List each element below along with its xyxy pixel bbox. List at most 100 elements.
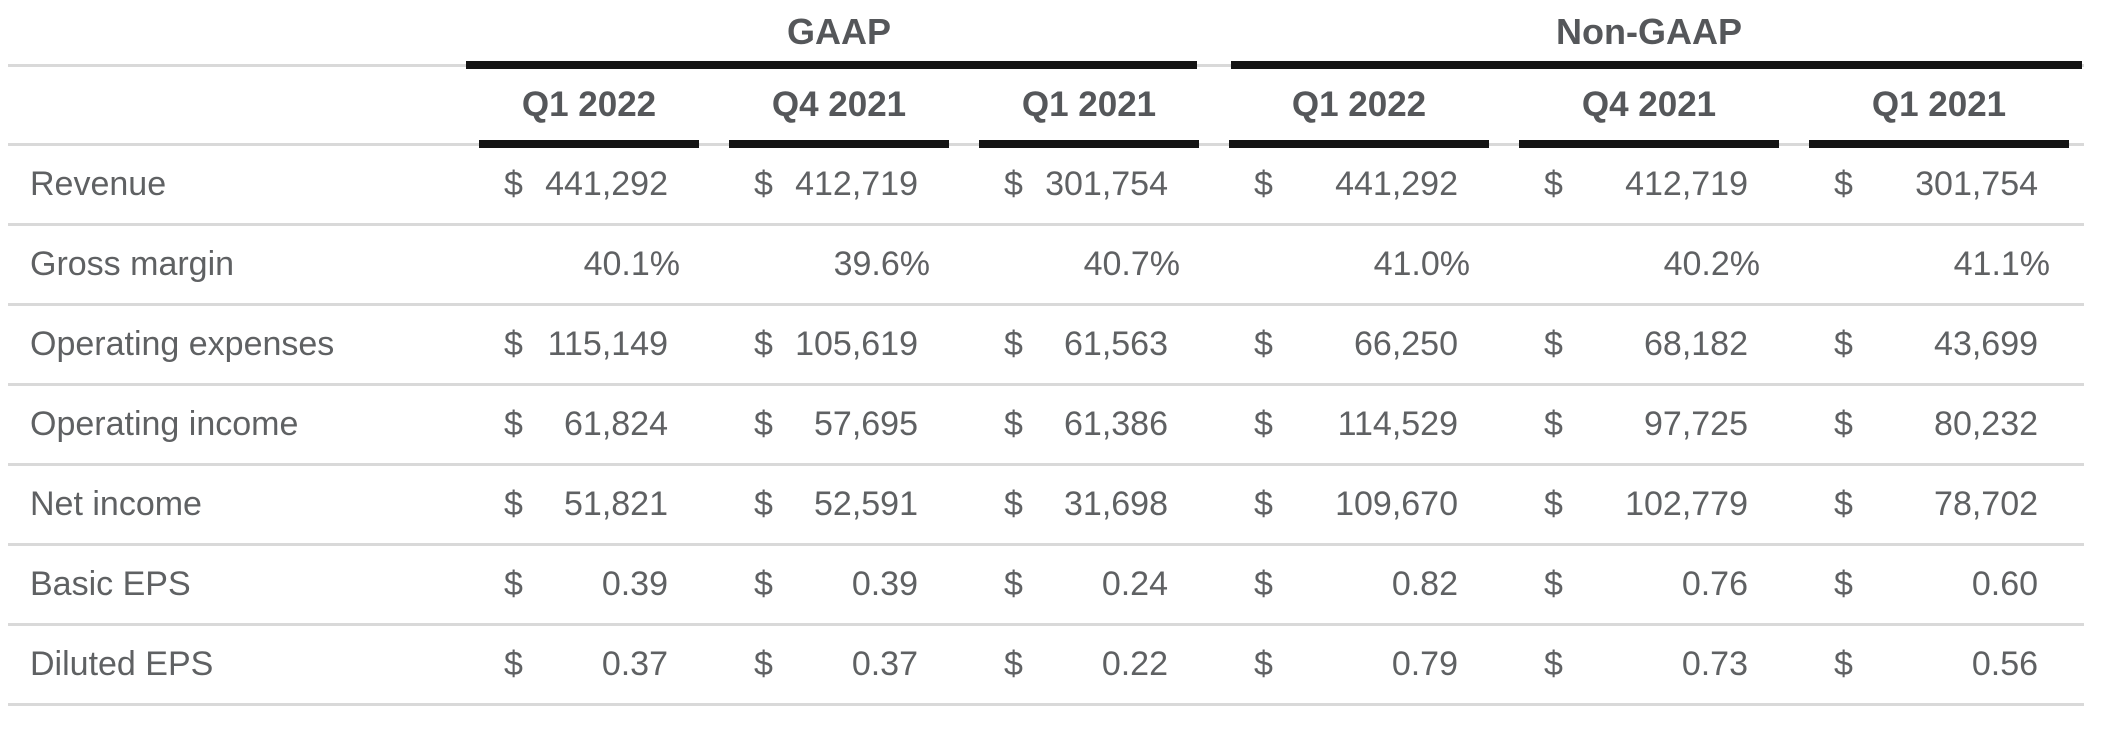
cell-value: $0.73 <box>1504 626 1794 706</box>
column-header-non-gaap-q1-2021: Q1 2021 <box>1794 67 2085 148</box>
currency-symbol: $ <box>1254 325 1273 363</box>
cell-value: $412,719 <box>1504 146 1794 226</box>
cell-value: $0.39 <box>714 546 964 626</box>
column-header-gaap-q4-2021: Q4 2021 <box>714 67 964 148</box>
cell-number: 0.82 <box>1391 565 1458 603</box>
table-row: Operating expenses $115,149 $105,619 $61,56… <box>8 306 2085 386</box>
table-row: Basic EPS $0.39 $0.39 $0.24 $0.82 $0.76 $0.60 <box>8 546 2085 626</box>
cell-number: 0.37 <box>851 645 918 683</box>
cell-number: 0.24 <box>1101 565 1168 603</box>
cell-number: 115,149 <box>547 325 668 363</box>
cell-number: 39.6% <box>833 245 930 283</box>
cell-number: 412,719 <box>795 165 918 203</box>
table-row: Diluted EPS $0.37 $0.37 $0.22 $0.79 $0.73 $0.5… <box>8 626 2085 706</box>
table-row: Revenue $441,292 $412,719 $301,754 $441,292 $… <box>8 146 2085 226</box>
row-label-header <box>8 67 464 146</box>
column-header-gaap-q1-2022: Q1 2022 <box>464 67 714 148</box>
cell-value: $0.56 <box>1794 626 2085 706</box>
cell-value: $61,824 <box>464 386 714 466</box>
group-header-row: GAAP Non-GAAP <box>8 0 2085 69</box>
cell-number: 0.56 <box>1971 645 2039 683</box>
row-label: Gross margin <box>8 226 464 306</box>
cell-value: 40.2% <box>1504 226 1794 306</box>
cell-number: 51,821 <box>564 485 668 523</box>
cell-number: 0.39 <box>851 565 918 603</box>
cell-value: $109,670 <box>1214 466 1504 546</box>
currency-symbol: $ <box>1254 565 1273 603</box>
cell-value: $57,695 <box>714 386 964 466</box>
cell-number: 41.0% <box>1373 245 1470 283</box>
cell-number: 57,695 <box>814 405 918 443</box>
cell-number: 40.7% <box>1083 245 1180 283</box>
cell-value: $97,725 <box>1504 386 1794 466</box>
cell-value: $0.37 <box>714 626 964 706</box>
currency-symbol: $ <box>1544 165 1563 203</box>
currency-symbol: $ <box>504 565 523 603</box>
cell-number: 61,386 <box>1064 405 1168 443</box>
cell-value: $31,698 <box>964 466 1214 546</box>
cell-value: 40.1% <box>464 226 714 306</box>
currency-symbol: $ <box>754 565 773 603</box>
currency-symbol: $ <box>1544 565 1563 603</box>
cell-value: $61,563 <box>964 306 1214 386</box>
cell-number: 78,702 <box>1934 485 2039 523</box>
currency-symbol: $ <box>1544 325 1563 363</box>
corner-cell <box>8 0 464 67</box>
column-header-non-gaap-q4-2021: Q4 2021 <box>1504 67 1794 148</box>
currency-symbol: $ <box>1834 485 1853 523</box>
cell-number: 61,563 <box>1064 325 1168 363</box>
currency-symbol: $ <box>1004 325 1023 363</box>
cell-number: 52,591 <box>814 485 918 523</box>
cell-number: 68,182 <box>1644 325 1748 363</box>
cell-value: $68,182 <box>1504 306 1794 386</box>
cell-number: 40.2% <box>1663 245 1760 283</box>
row-label: Net income <box>8 466 464 546</box>
row-label: Operating income <box>8 386 464 466</box>
currency-symbol: $ <box>1254 485 1273 523</box>
currency-symbol: $ <box>504 485 523 523</box>
currency-symbol: $ <box>504 165 523 203</box>
cell-number: 0.76 <box>1681 565 1748 603</box>
cell-number: 66,250 <box>1354 325 1458 363</box>
row-label: Revenue <box>8 146 464 226</box>
row-label: Diluted EPS <box>8 626 464 706</box>
currency-symbol: $ <box>1004 645 1023 683</box>
currency-symbol: $ <box>1544 405 1563 443</box>
group-header-gaap: GAAP <box>464 0 1214 69</box>
cell-value: $301,754 <box>1794 146 2085 226</box>
cell-value: $441,292 <box>1214 146 1504 226</box>
cell-number: 105,619 <box>795 325 918 363</box>
cell-value: $78,702 <box>1794 466 2085 546</box>
cell-value: $0.79 <box>1214 626 1504 706</box>
cell-value: $43,699 <box>1794 306 2085 386</box>
table-row: Net income $51,821 $52,591 $31,698 $109,670 $… <box>8 466 2085 546</box>
cell-value: $52,591 <box>714 466 964 546</box>
cell-number: 0.60 <box>1971 565 2039 603</box>
currency-symbol: $ <box>1254 405 1273 443</box>
cell-number: 61,824 <box>564 405 668 443</box>
cell-number: 43,699 <box>1934 325 2039 363</box>
currency-symbol: $ <box>754 405 773 443</box>
row-label: Operating expenses <box>8 306 464 386</box>
currency-symbol: $ <box>1834 405 1853 443</box>
row-label: Basic EPS <box>8 546 464 626</box>
cell-number: 0.22 <box>1101 645 1168 683</box>
table-row: Gross margin 40.1% 39.6% 40.7% 41.0% 40.2% 41.… <box>8 226 2085 306</box>
currency-symbol: $ <box>1544 485 1563 523</box>
cell-number: 301,754 <box>1045 165 1168 203</box>
currency-symbol: $ <box>1834 645 1853 683</box>
cell-number: 0.39 <box>601 565 668 603</box>
currency-symbol: $ <box>754 485 773 523</box>
currency-symbol: $ <box>1004 405 1023 443</box>
cell-value: $0.37 <box>464 626 714 706</box>
cell-number: 102,779 <box>1625 485 1748 523</box>
cell-number: 41.1% <box>1953 245 2051 283</box>
column-header-gaap-q1-2021: Q1 2021 <box>964 67 1214 148</box>
currency-symbol: $ <box>504 325 523 363</box>
cell-number: 412,719 <box>1625 165 1748 203</box>
cell-number: 441,292 <box>545 165 668 203</box>
cell-number: 0.73 <box>1681 645 1748 683</box>
cell-number: 40.1% <box>583 245 680 283</box>
currency-symbol: $ <box>754 645 773 683</box>
currency-symbol: $ <box>754 325 773 363</box>
